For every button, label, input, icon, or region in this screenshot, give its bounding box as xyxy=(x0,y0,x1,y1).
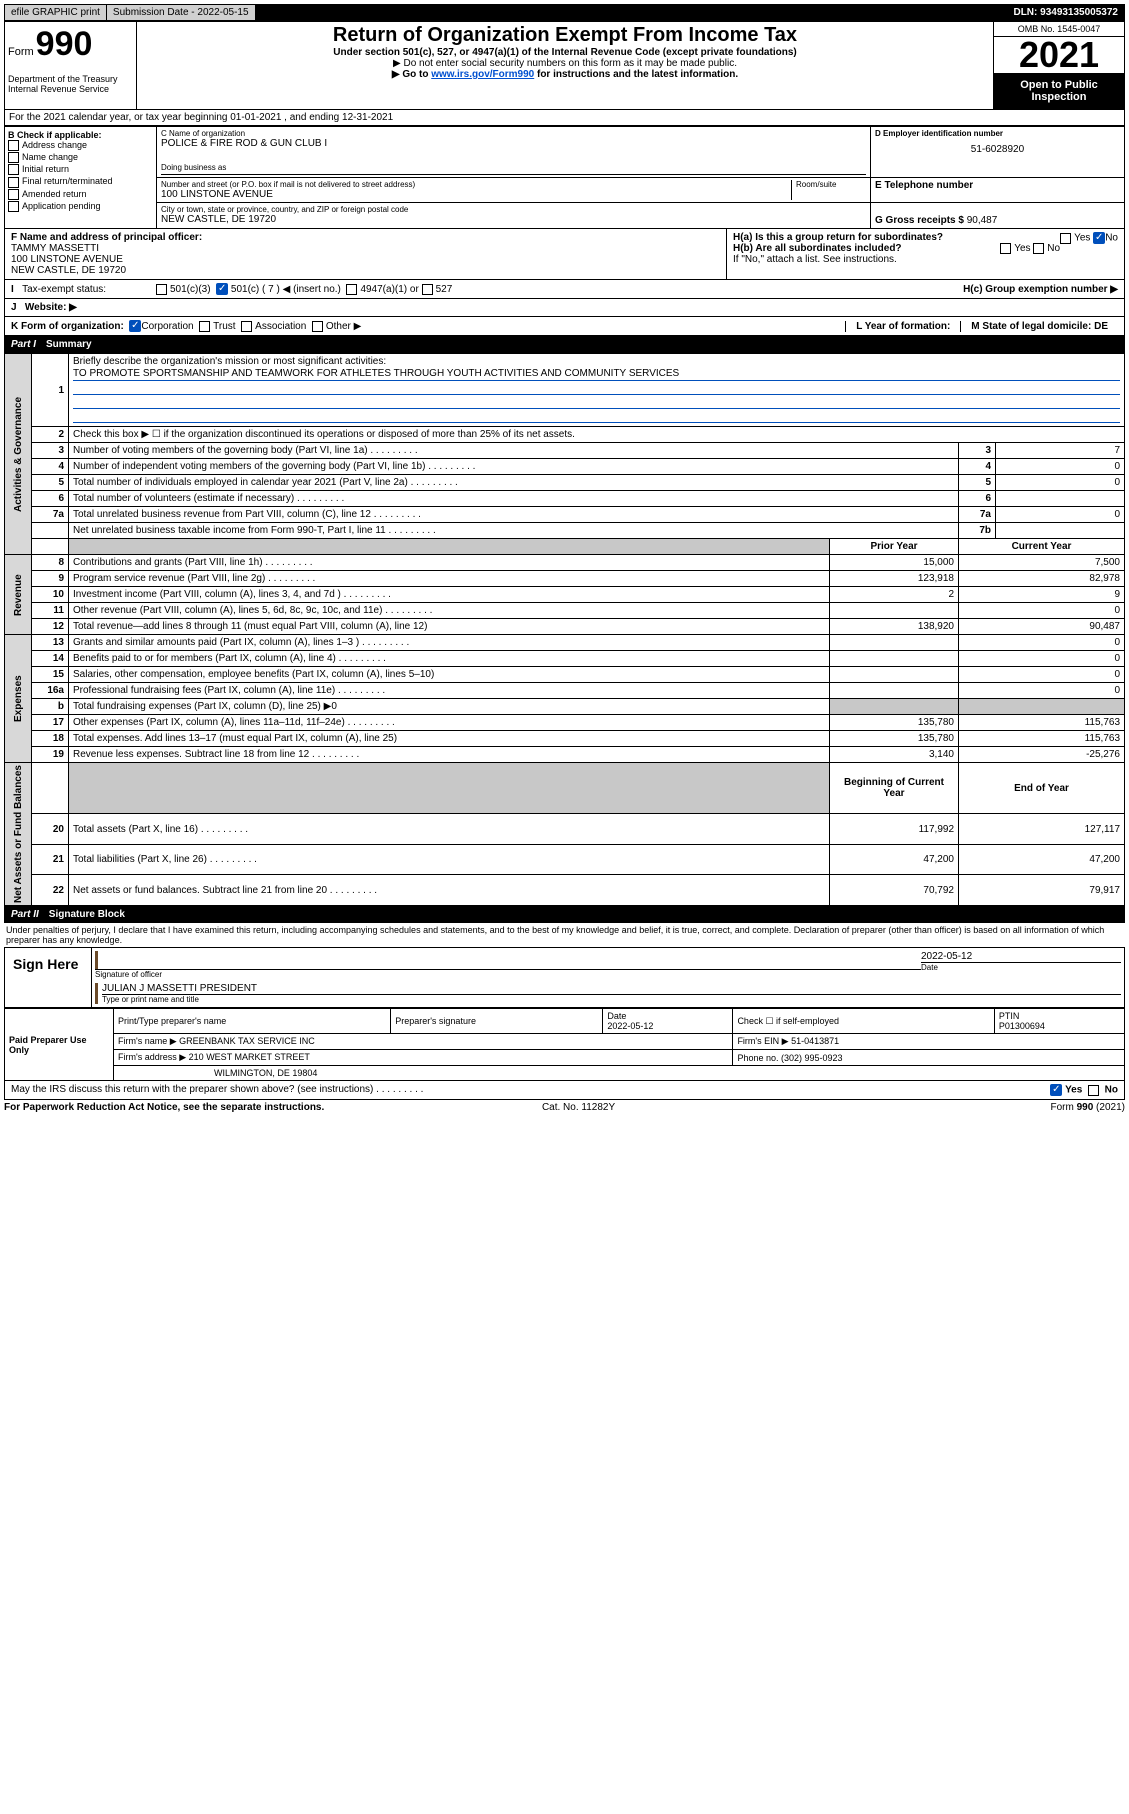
tab-expenses: Expenses xyxy=(5,635,32,763)
summary-table: Activities & Governance 1 Briefly descri… xyxy=(4,353,1125,906)
open-public: Open to Public Inspection xyxy=(994,73,1124,109)
paid-preparer: Paid Preparer Use Only Print/Type prepar… xyxy=(4,1008,1125,1081)
street-address: 100 LINSTONE AVENUE xyxy=(161,189,791,200)
c-name-label: C Name of organization xyxy=(161,129,866,138)
officer-addr: 100 LINSTONE AVENUE NEW CASTLE, DE 19720 xyxy=(11,254,126,276)
tab-revenue: Revenue xyxy=(5,555,32,635)
check-icon: ✓ xyxy=(1050,1084,1062,1096)
dln: DLN: 93493135005372 xyxy=(1007,5,1124,20)
instructions-link: ▶ Go to www.irs.gov/Form990 for instruct… xyxy=(141,69,989,80)
sign-here: Sign Here Signature of officer 2022-05-1… xyxy=(4,947,1125,1008)
ssn-warning: ▶ Do not enter social security numbers o… xyxy=(141,58,989,69)
city-state-zip: NEW CASTLE, DE 19720 xyxy=(161,214,866,225)
row-KLM: K Form of organization: ✓ Corporation Tr… xyxy=(4,317,1125,336)
check-icon: ✓ xyxy=(216,283,228,295)
entity-info: B Check if applicable: Address change Na… xyxy=(4,127,1125,229)
department: Department of the Treasury Internal Reve… xyxy=(8,74,133,94)
gross-receipts: 90,487 xyxy=(967,215,998,226)
irs-link[interactable]: www.irs.gov/Form990 xyxy=(431,69,534,80)
tab-netassets: Net Assets or Fund Balances xyxy=(5,763,32,906)
form-number: 990 xyxy=(36,25,93,64)
form-subtitle: Under section 501(c), 527, or 4947(a)(1)… xyxy=(141,47,989,58)
subdate: Submission Date - 2022-05-15 xyxy=(107,5,256,20)
form-header: Form 990 Department of the Treasury Inte… xyxy=(4,21,1125,110)
ein: 51-6028920 xyxy=(875,138,1120,161)
check-icon: ✓ xyxy=(129,320,141,332)
org-name: POLICE & FIRE ROD & GUN CLUB I xyxy=(161,138,866,149)
row-J: J Website: ▶ xyxy=(4,299,1125,317)
section-B: B Check if applicable: Address change Na… xyxy=(5,127,157,228)
check-icon: ✓ xyxy=(1093,232,1105,244)
tab-governance: Activities & Governance xyxy=(5,354,32,555)
officer-signature-name: JULIAN J MASSETTI PRESIDENT xyxy=(102,983,1121,994)
g-label: G Gross receipts $ xyxy=(875,215,964,226)
part2-header: Part IISignature Block xyxy=(4,906,1125,923)
dba-label: Doing business as xyxy=(161,163,866,172)
efile-btn[interactable]: efile GRAPHIC print xyxy=(5,5,107,20)
officer-name: TAMMY MASSETTI xyxy=(11,243,99,254)
firm-name: GREENBANK TAX SERVICE INC xyxy=(179,1036,315,1046)
form-title: Return of Organization Exempt From Incom… xyxy=(141,24,989,47)
tax-year: 2021 xyxy=(994,37,1124,73)
mission-text: TO PROMOTE SPORTSMANSHIP AND TEAMWORK FO… xyxy=(73,368,1120,381)
e-label: E Telephone number xyxy=(875,180,973,191)
form-word: Form xyxy=(8,46,34,58)
perjury-declaration: Under penalties of perjury, I declare th… xyxy=(4,923,1125,947)
part1-header: Part ISummary xyxy=(4,336,1125,353)
f-label: F Name and address of principal officer: xyxy=(11,232,202,243)
top-bar: efile GRAPHIC print Submission Date - 20… xyxy=(4,4,1125,21)
row-I: I Tax-exempt status: 501(c)(3) ✓ 501(c) … xyxy=(4,280,1125,299)
row-A: For the 2021 calendar year, or tax year … xyxy=(5,110,1124,126)
d-label: D Employer identification number xyxy=(875,129,1003,138)
page-footer: For Paperwork Reduction Act Notice, see … xyxy=(4,1100,1125,1115)
